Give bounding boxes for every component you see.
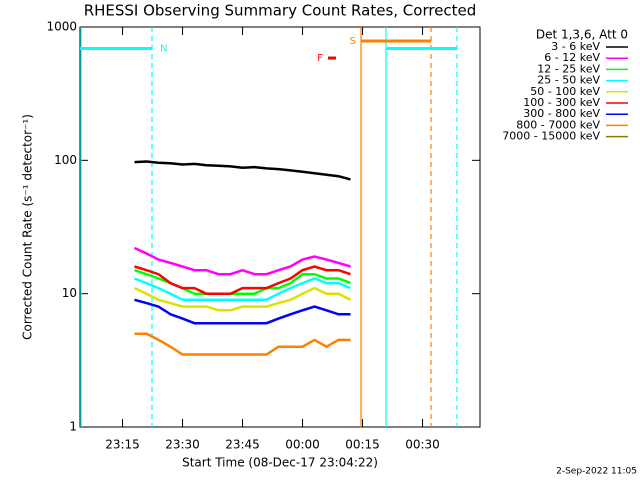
legend-title: Det 1,3,6, Att 0	[536, 28, 628, 42]
series-line	[133, 246, 351, 276]
flag-label: F	[317, 53, 323, 64]
legend-label: 300 - 800 keV	[523, 107, 600, 120]
x-tick-label: 23:30	[165, 438, 200, 452]
series-line	[134, 265, 351, 295]
series-line	[134, 160, 351, 181]
x-tick-label: 23:45	[225, 438, 260, 452]
x-tick-label: 00:15	[345, 438, 380, 452]
legend-label: 50 - 100 keV	[530, 85, 600, 98]
flag-label: N	[160, 43, 167, 54]
x-tick-label: 00:00	[285, 438, 320, 452]
y-tick-label: 1	[69, 420, 77, 434]
series-line	[134, 298, 351, 325]
series-line	[134, 332, 351, 356]
legend-label: 7000 - 15000 keV	[502, 130, 600, 143]
y-tick-label: 100	[54, 153, 77, 167]
x-tick-label: 23:15	[105, 438, 140, 452]
y-tick-label: 1000	[46, 20, 77, 34]
series-line	[133, 286, 352, 312]
footer: 2-Sep-2022 11:05	[556, 467, 637, 477]
y-tick-label: 10	[62, 286, 77, 300]
legend-label: 12 - 25 keV	[537, 62, 600, 75]
flag-label: S	[350, 36, 356, 47]
legend-label: 25 - 50 keV	[537, 74, 600, 87]
series-line	[134, 277, 351, 302]
plot-frame	[79, 26, 481, 428]
x-tick-label: 00:30	[405, 438, 440, 452]
legend-label: 800 - 7000 keV	[516, 118, 600, 131]
x-axis-label: Start Time (08-Dec-17 23:04:22)	[182, 456, 378, 470]
chart-title: RHESSI Observing Summary Count Rates, Co…	[84, 2, 477, 20]
legend-label: 100 - 300 keV	[523, 96, 600, 109]
y-axis-label: Corrected Count Rate (s⁻¹ detector⁻¹)	[21, 114, 35, 340]
legend-label: 3 - 6 keV	[551, 40, 600, 53]
legend-label: 6 - 12 keV	[544, 51, 600, 64]
